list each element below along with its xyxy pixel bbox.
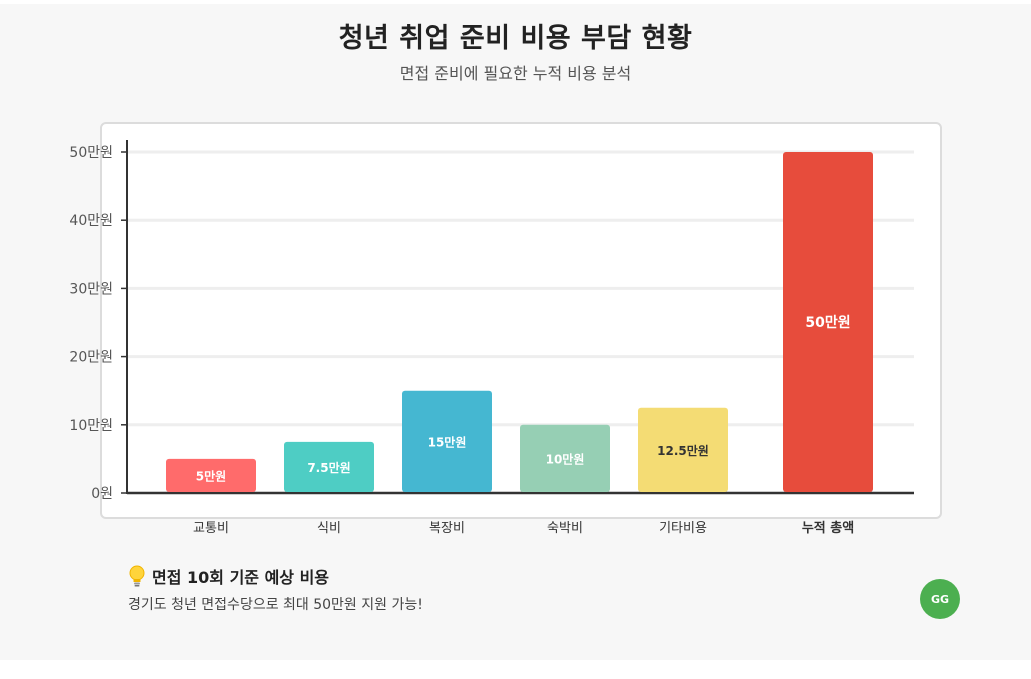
bar [166,458,256,492]
bar-data-label: 50만원 [805,315,850,331]
bar [520,424,610,492]
lightbulb-icon [128,565,146,587]
note-text: 경기도 청년 면접수당으로 최대 50만원 지원 가능! [128,597,423,613]
bar-data-label: 15만원 [428,434,467,449]
x-tick-label: 식비 [317,521,341,536]
y-tick-label: 30만원 [69,281,113,297]
gg-badge[interactable]: GG [920,579,960,619]
chart-title: 청년 취업 준비 비용 부담 현황 [338,23,693,54]
y-tick-label: 0원 [91,486,113,502]
x-tick-label: 누적 총액 [802,520,854,536]
note-title: 면접 10회 기준 예상 비용 [152,568,330,587]
y-tick-label: 20만원 [69,350,113,366]
bar [783,152,873,492]
bar-data-label: 7.5만원 [307,460,350,475]
x-tick-label: 기타비용 [659,521,707,536]
y-tick-label: 40만원 [69,213,113,229]
bar-data-label: 5만원 [196,468,226,483]
bar-data-label: 12.5만원 [657,443,709,458]
page-background: 청년 취업 준비 비용 부담 현황 면접 준비에 필요한 누적 비용 분석 0원… [0,4,1031,660]
bar [638,407,728,492]
x-tick-label: 교통비 [193,521,229,536]
y-tick-label: 10만원 [69,418,113,434]
chart-subtitle: 면접 준비에 필요한 누적 비용 분석 [399,64,632,83]
y-tick-label: 50만원 [69,145,113,161]
note-heading: 면접 10회 기준 예상 비용 [128,564,329,588]
x-tick-label: 숙박비 [547,521,583,536]
x-tick-label: 복장비 [429,521,465,536]
bar-data-label: 10만원 [546,451,585,466]
bar [284,441,374,492]
bar [402,390,492,492]
